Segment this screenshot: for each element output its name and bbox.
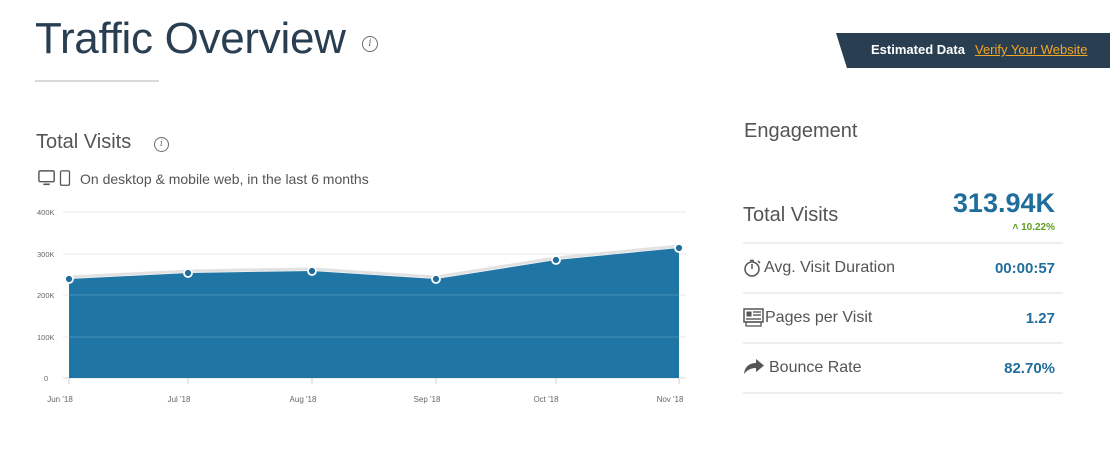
area-fill	[69, 248, 679, 378]
metric-label: Pages per Visit	[765, 309, 873, 326]
total-visits-subtitle: On desktop & mobile web, in the last 6 m…	[80, 171, 369, 187]
metric-label: Bounce Rate	[769, 359, 862, 376]
verify-website-link[interactable]: Verify Your Website	[975, 42, 1088, 57]
page-title: Traffic Overview	[35, 14, 346, 63]
y-tick-300k: 300K	[37, 250, 55, 259]
metric-row-total-visits: Total Visits 313.94K ˄ 10.22%	[743, 188, 1063, 244]
device-icons	[38, 170, 71, 186]
stopwatch-icon	[744, 259, 761, 277]
x-tick-sep: Sep '18	[413, 395, 441, 404]
estimated-data-label: Estimated Data	[871, 42, 965, 57]
pages-icon	[743, 308, 764, 327]
x-tick-oct: Oct '18	[533, 395, 559, 404]
total-visits-value: 313.94K	[952, 188, 1055, 218]
metric-value: 1.27	[1025, 310, 1055, 327]
up-arrow-icon: ˄	[1012, 222, 1022, 233]
data-points	[64, 243, 684, 284]
desktop-icon	[38, 170, 55, 186]
total-visits-title: Total Visits	[36, 131, 132, 153]
y-tick-100k: 100K	[37, 333, 55, 342]
title-underline-divider	[35, 80, 159, 82]
change-badge: ˄ 10.22%	[1012, 222, 1055, 233]
metric-value: 82.70%	[1004, 360, 1055, 377]
y-tick-400k: 400K	[37, 208, 55, 217]
bounce-arrow-icon	[744, 359, 764, 374]
info-icon[interactable]: i	[362, 36, 378, 52]
mobile-icon	[59, 170, 71, 186]
total-visits-area-chart[interactable]	[0, 200, 700, 400]
metric-row-bounce-rate: Bounce Rate 82.70%	[743, 344, 1063, 394]
x-tick-jun: Jun '18	[47, 395, 73, 404]
x-axis-ticks	[68, 378, 680, 384]
x-tick-jul: Jul '18	[167, 395, 191, 404]
y-tick-0: 0	[44, 374, 49, 383]
metric-value: 00:00:57	[994, 260, 1055, 277]
info-icon[interactable]: i	[154, 137, 169, 152]
estimated-data-banner	[836, 33, 1110, 68]
metric-row-avg-visit-duration: Avg. Visit Duration 00:00:57	[743, 244, 1063, 294]
engagement-title: Engagement	[744, 120, 858, 142]
y-tick-200k: 200K	[37, 291, 55, 300]
metric-label: Total Visits	[743, 204, 839, 226]
x-tick-nov: Nov '18	[656, 395, 684, 404]
x-tick-aug: Aug '18	[289, 395, 317, 404]
metric-row-pages-per-visit: Pages per Visit 1.27	[743, 294, 1063, 344]
metric-label: Avg. Visit Duration	[764, 259, 896, 276]
area-line	[68, 244, 680, 279]
